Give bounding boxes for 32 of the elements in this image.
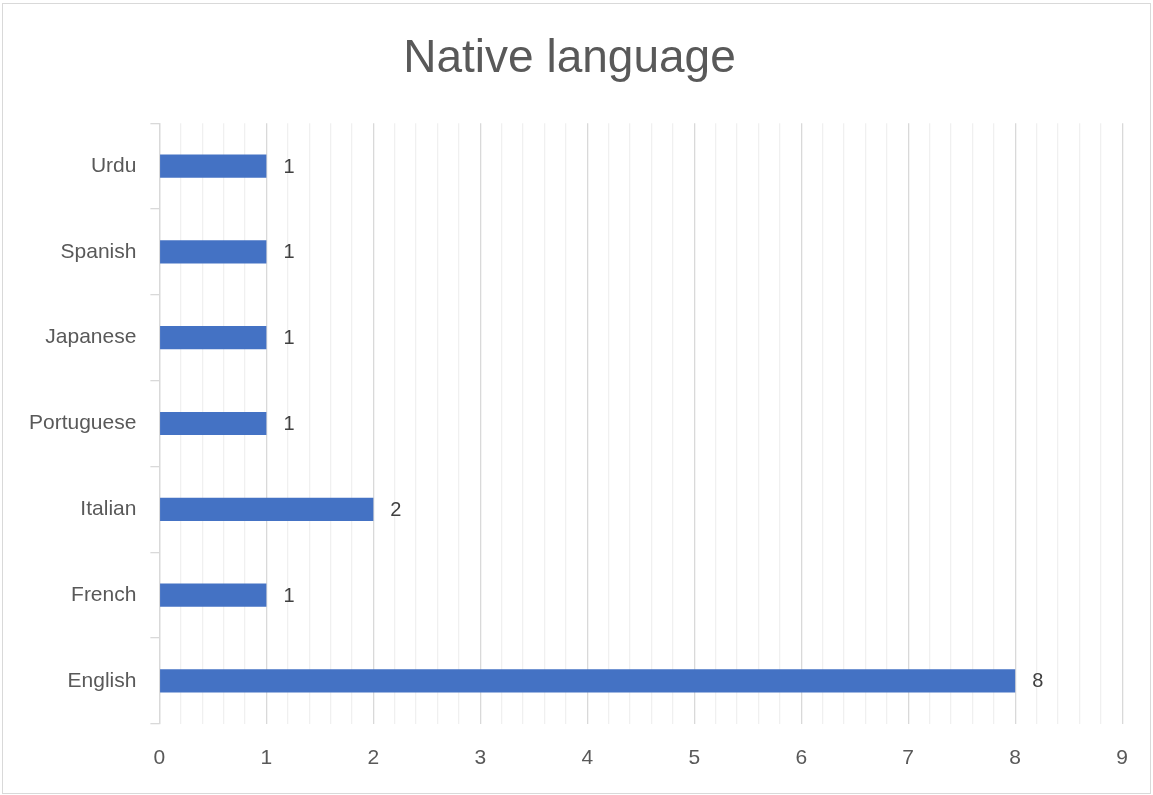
- y-tick-label: Portuguese: [28, 410, 137, 434]
- y-tick-label: Japanese: [45, 324, 137, 348]
- x-tick-label: 2: [367, 745, 380, 769]
- data-label: 8: [1032, 669, 1044, 692]
- data-label: 1: [283, 412, 295, 435]
- data-label: 1: [283, 240, 295, 263]
- y-tick-label: Italian: [80, 496, 137, 520]
- bar: [160, 497, 374, 521]
- x-tick-label: 5: [688, 745, 701, 769]
- y-tick-label: Spanish: [60, 238, 137, 262]
- data-label: 1: [283, 583, 295, 606]
- data-label: 1: [283, 154, 295, 177]
- x-tick-label: 3: [474, 745, 487, 769]
- x-tick-label: 8: [1009, 745, 1022, 769]
- chart-title: Native language: [403, 30, 736, 83]
- x-tick-label: 6: [795, 745, 808, 769]
- y-tick-label: Urdu: [90, 152, 137, 176]
- data-label: 2: [390, 497, 402, 520]
- x-tick-label: 7: [902, 745, 915, 769]
- y-tick-label: English: [67, 667, 137, 691]
- bar: [160, 326, 267, 350]
- bar: [160, 240, 267, 264]
- bar: [160, 669, 1016, 693]
- bar: [160, 411, 267, 436]
- x-tick-label: 0: [153, 745, 166, 769]
- x-tick-label: 9: [1116, 745, 1128, 769]
- y-tick-label: French: [71, 581, 137, 605]
- x-tick-label: 1: [260, 745, 273, 769]
- bar: [160, 583, 267, 607]
- data-label: 1: [283, 326, 295, 349]
- bar: [160, 154, 267, 178]
- x-tick-label: 4: [581, 745, 594, 769]
